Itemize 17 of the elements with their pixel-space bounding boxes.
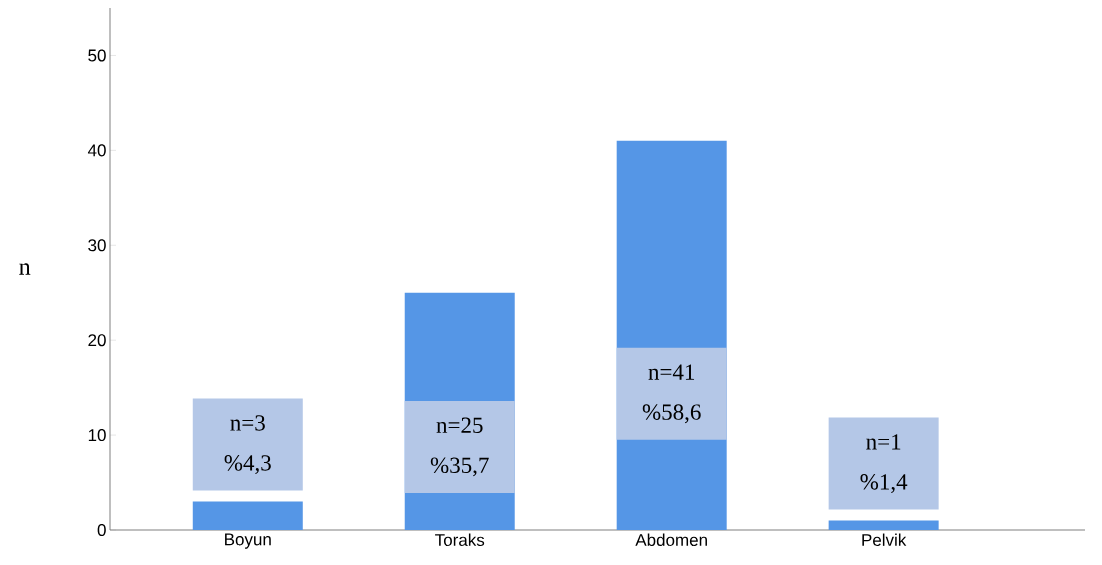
y-axis-title: n	[19, 263, 31, 275]
y-tick-label: 40	[87, 144, 106, 157]
y-tick-label: 10	[88, 429, 106, 442]
x-tick-label: Toraks	[435, 533, 485, 547]
data-label: n=3 %4,3	[224, 415, 271, 474]
x-tick-label: Pelvik	[862, 533, 907, 547]
data-label: n=25 %35,7	[430, 417, 489, 477]
x-tick-label: Abdomen	[635, 533, 707, 547]
y-tick-label: 50	[88, 49, 106, 62]
y-tick-label: 30	[88, 239, 106, 252]
x-tick-label: Boyun	[225, 533, 271, 549]
y-tick-label: 0	[97, 523, 106, 537]
bar	[192, 501, 303, 530]
bar	[828, 520, 939, 530]
y-tick-label: 20	[88, 334, 106, 347]
data-label: n=41 %58,6	[642, 364, 701, 424]
data-label: n=1 %1,4	[860, 434, 908, 493]
